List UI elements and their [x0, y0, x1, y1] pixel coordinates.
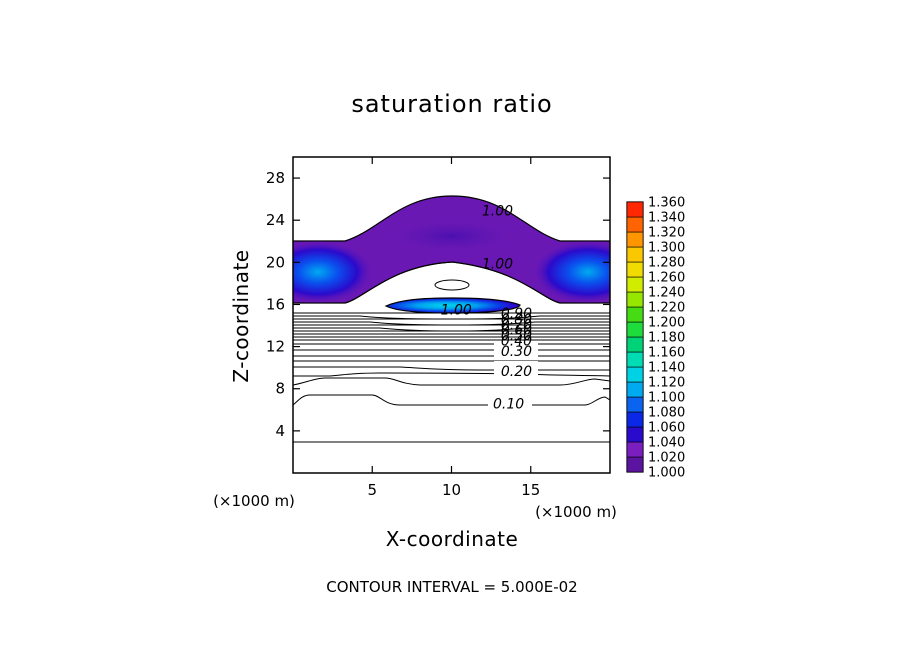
- colorbar: 1.0001.0201.0401.0601.0801.1001.1201.140…: [626, 196, 685, 481]
- x-tick-label: 5: [367, 481, 377, 499]
- contour-label: 0.70: [501, 317, 532, 333]
- y-axis-ticks: 4 8 12 16 20 24 28: [266, 169, 610, 440]
- colorbar-swatch: [626, 216, 644, 233]
- contour-label: 0.40: [501, 333, 532, 349]
- x-unit-left: (×1000 m): [213, 492, 295, 510]
- colorbar-swatch: [626, 246, 644, 263]
- y-tick-label: 16: [266, 295, 285, 313]
- colorbar-level-label: 1.020: [648, 451, 685, 466]
- x-unit-right: (×1000 m): [535, 503, 617, 521]
- y-tick-label: 4: [275, 422, 285, 440]
- colorbar-level-label: 1.000: [648, 466, 685, 481]
- colorbar-level-label: 1.180: [648, 331, 685, 346]
- lens-region: [384, 297, 521, 314]
- x-axis-title: X-coordinate: [386, 527, 519, 551]
- colorbar-level-label: 1.280: [648, 256, 685, 271]
- colorbar-level-label: 1.220: [648, 301, 685, 316]
- colorbar-swatch: [626, 456, 644, 473]
- colorbar-level-label: 1.120: [648, 376, 685, 391]
- colorbar-level-label: 1.320: [648, 226, 685, 241]
- y-axis-title: Z-coordinate: [229, 249, 253, 382]
- colorbar-swatch: [626, 351, 644, 368]
- y-tick-label: 8: [275, 380, 285, 398]
- colorbar-level-label: 1.240: [648, 286, 685, 301]
- colorbar-swatch: [626, 411, 644, 428]
- small-closed-contour: [434, 279, 470, 291]
- colorbar-swatch: [626, 426, 644, 443]
- chart-title: saturation ratio: [351, 90, 552, 118]
- contour-labels: 1.00 1.00 1.00 0.900.800.700.600.500.400.30…: [441, 204, 532, 413]
- contour-lines: [293, 312, 610, 443]
- colorbar-level-label: 1.040: [648, 436, 685, 451]
- colorbar-swatch: [626, 291, 644, 308]
- colorbar-swatch: [626, 201, 644, 218]
- colorbar-swatch: [626, 306, 644, 323]
- colorbar-level-label: 1.340: [648, 211, 685, 226]
- colorbar-level-label: 1.080: [648, 406, 685, 421]
- colorbar-level-label: 1.140: [648, 361, 685, 376]
- y-tick-label: 12: [266, 338, 285, 356]
- colorbar-swatch: [626, 381, 644, 398]
- right-max-region: [532, 240, 610, 304]
- contour-label: 1.00: [482, 256, 513, 272]
- y-tick-label: 20: [266, 253, 285, 271]
- colorbar-level-label: 1.100: [648, 391, 685, 406]
- colorbar-level-label: 1.360: [648, 196, 685, 211]
- colorbar-swatch: [626, 276, 644, 293]
- contour-label: 0.90: [501, 306, 532, 322]
- contour-label: 0.30: [501, 344, 532, 360]
- contour-interval-note: CONTOUR INTERVAL = 5.000E-02: [326, 578, 577, 596]
- colorbar-level-label: 1.160: [648, 346, 685, 361]
- contour-label: 1.00: [482, 204, 513, 220]
- x-axis-ticks: 5 10 15: [367, 157, 540, 499]
- plot-field: [293, 195, 610, 443]
- colorbar-swatch: [626, 321, 644, 338]
- left-max-region: [293, 240, 374, 304]
- contour-label: 0.10: [493, 396, 524, 412]
- contour-label: 0.60: [501, 323, 532, 339]
- colorbar-swatch: [626, 231, 644, 248]
- colorbar-swatch: [626, 396, 644, 413]
- colorbar-level-label: 1.260: [648, 271, 685, 286]
- colorbar-level-label: 1.300: [648, 241, 685, 256]
- contour-label: 0.80: [501, 312, 532, 328]
- colorbar-swatch: [626, 336, 644, 353]
- y-tick-label: 24: [266, 211, 285, 229]
- contour-label: 0.20: [501, 364, 532, 380]
- contour-label: 1.00: [441, 303, 472, 319]
- colorbar-level-label: 1.060: [648, 421, 685, 436]
- colorbar-level-label: 1.200: [648, 316, 685, 331]
- x-tick-label: 10: [442, 481, 461, 499]
- colorbar-swatch: [626, 366, 644, 383]
- contour-label: 0.50: [501, 328, 532, 344]
- y-tick-label: 28: [266, 169, 285, 187]
- colorbar-swatch: [626, 261, 644, 278]
- x-tick-label: 15: [521, 481, 540, 499]
- colorbar-swatch: [626, 441, 644, 458]
